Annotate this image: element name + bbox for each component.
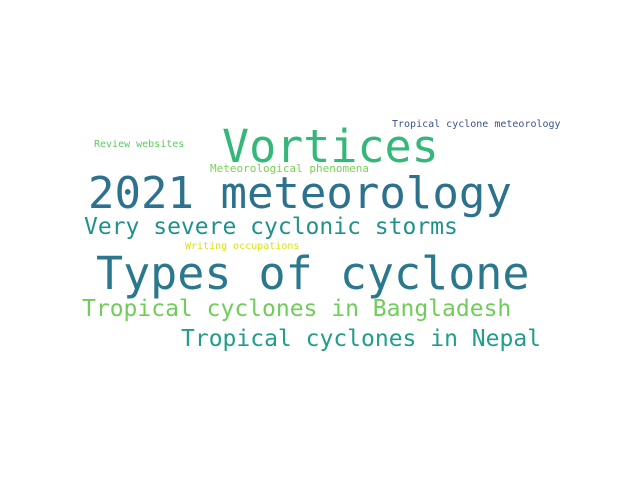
word-2021-meteorology: 2021 meteorology [88,168,512,219]
word-review-websites: Review websites [94,139,185,150]
word-vortices: Vortices [222,120,439,173]
word-cyclones-bangladesh: Tropical cyclones in Bangladesh [82,296,512,322]
word-very-severe-storms: Very severe cyclonic storms [84,214,458,240]
word-cyclone-meteorology: Tropical cyclone meteorology [392,119,561,130]
word-writing-occupations: Writing occupations [185,241,300,252]
word-types-of-cyclone: Types of cyclone [96,247,530,300]
word-meteorological-phenomena: Meteorological phenomena [210,162,369,175]
word-cyclones-nepal: Tropical cyclones in Nepal [181,326,542,352]
